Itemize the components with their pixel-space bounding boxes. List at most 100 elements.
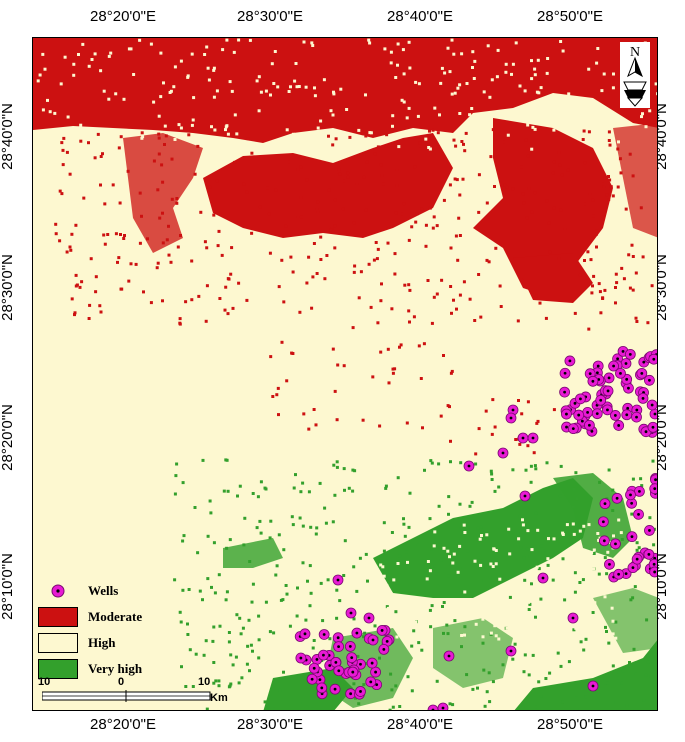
speckle [122, 129, 126, 133]
speckle [359, 270, 363, 274]
speckle [525, 216, 529, 220]
speckle [141, 135, 145, 139]
speckle [410, 689, 414, 693]
speckle [312, 242, 316, 245]
speckle [558, 494, 562, 498]
speckle [404, 613, 408, 617]
speckle [513, 642, 517, 646]
speckle [269, 355, 273, 359]
speckle [449, 563, 453, 567]
speckle [117, 256, 121, 260]
speckle [164, 134, 168, 138]
scale-bar: 10 0 10 Km [38, 676, 228, 710]
speckle [607, 175, 610, 178]
x-tick-label: 28°50'0"E [537, 8, 603, 25]
speckle [313, 86, 316, 90]
speckle [314, 532, 318, 536]
speckle [603, 588, 607, 592]
speckle [501, 663, 505, 667]
speckle [208, 499, 212, 503]
speckle [217, 143, 221, 146]
speckle [335, 465, 339, 469]
speckle [656, 668, 657, 672]
speckle [552, 206, 556, 210]
speckle [335, 460, 339, 464]
speckle [527, 673, 531, 677]
speckle [628, 152, 632, 156]
speckle [254, 143, 258, 147]
moderate-swatch [38, 607, 78, 627]
speckle [574, 684, 578, 688]
speckle [352, 617, 356, 621]
well-marker [332, 574, 344, 586]
speckle [433, 564, 437, 568]
speckle [294, 141, 298, 145]
speckle [348, 135, 352, 139]
speckle [242, 182, 246, 186]
speckle [396, 42, 400, 46]
speckle [342, 574, 346, 577]
speckle [590, 615, 594, 619]
speckle [479, 563, 483, 567]
speckle [472, 116, 475, 120]
well-marker [613, 420, 625, 431]
speckle [511, 187, 515, 191]
speckle [634, 316, 638, 320]
speckle [298, 310, 302, 314]
speckle [152, 100, 156, 104]
well-marker [299, 628, 311, 640]
speckle [273, 50, 277, 53]
speckle [577, 610, 581, 614]
speckle [639, 477, 643, 481]
speckle [614, 286, 617, 289]
speckle [93, 156, 97, 160]
speckle [612, 72, 615, 76]
map-frame [32, 37, 658, 711]
speckle [267, 212, 271, 216]
speckle [300, 215, 303, 219]
north-arrow-icon: N [620, 42, 650, 108]
speckle [506, 133, 510, 137]
speckle [600, 105, 604, 109]
speckle [546, 563, 550, 567]
speckle [335, 616, 339, 620]
speckle [428, 530, 432, 533]
speckle [450, 92, 454, 96]
speckle [439, 414, 443, 418]
speckle [498, 577, 502, 581]
well-marker [330, 656, 342, 668]
y-tick-label: 28°20'0"N [0, 404, 16, 471]
well-marker [583, 419, 595, 431]
speckle [584, 637, 588, 641]
speckle [476, 526, 480, 530]
speckle [117, 146, 121, 150]
speckle [364, 662, 368, 665]
speckle [178, 610, 182, 614]
speckle [81, 42, 85, 46]
speckle [332, 92, 336, 96]
speckle [181, 481, 185, 485]
speckle [544, 316, 548, 320]
speckle [473, 559, 477, 563]
speckle [561, 531, 565, 535]
speckle [228, 80, 232, 84]
speckle [364, 134, 368, 138]
speckle [346, 171, 350, 175]
speckle [449, 246, 453, 250]
y-tick-label: 28°10'0"N [0, 553, 16, 620]
well-marker [649, 483, 657, 495]
speckle [436, 598, 440, 602]
speckle [82, 196, 86, 200]
speckle [351, 489, 355, 493]
speckle [277, 285, 281, 289]
speckle [299, 165, 303, 169]
legend-item-high: High [38, 630, 228, 656]
speckle [640, 484, 644, 488]
speckle [152, 159, 156, 163]
speckle [394, 76, 398, 79]
speckle [642, 698, 646, 702]
x-tick-label: 28°40'0"E [387, 8, 453, 25]
speckle [70, 232, 74, 236]
speckle [186, 633, 190, 636]
speckle [527, 187, 531, 190]
